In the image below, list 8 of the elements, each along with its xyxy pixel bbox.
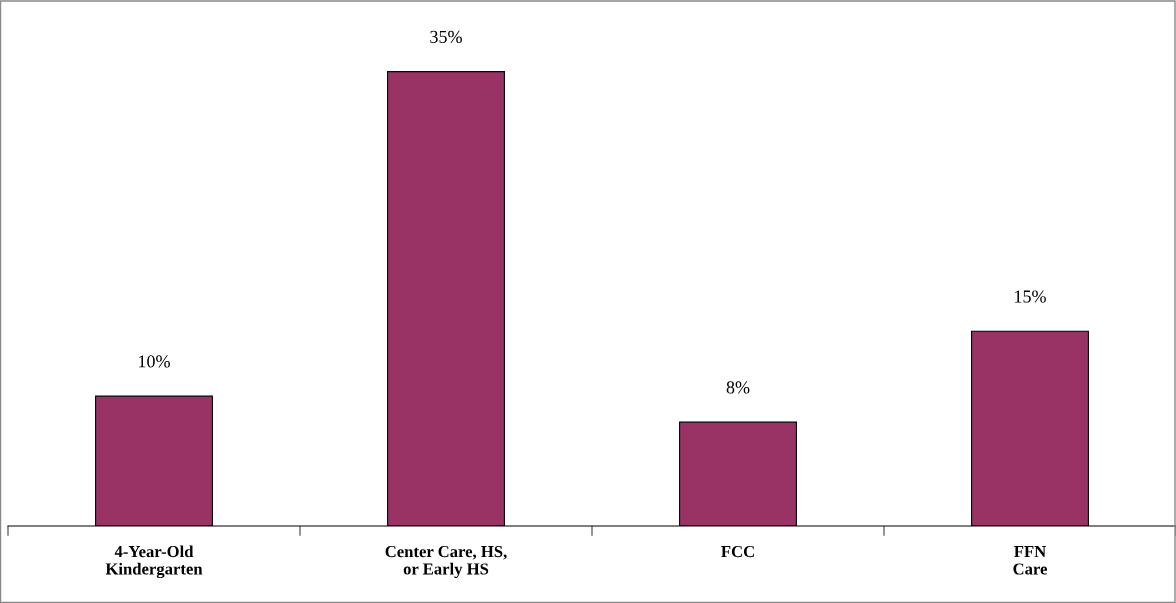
x-tick-label: FCC: [721, 545, 754, 558]
data-label: 35%: [430, 30, 462, 44]
x-tick-label: 4-Year-Old Kindergarten: [105, 545, 203, 579]
data-label: 10%: [139, 355, 170, 368]
data-label: 15%: [1015, 290, 1046, 303]
x-tick-label: FFN Care: [1013, 546, 1047, 575]
data-label: 8%: [726, 381, 750, 394]
x-tick-label: Center Care, HS, or Early HS: [385, 545, 507, 579]
